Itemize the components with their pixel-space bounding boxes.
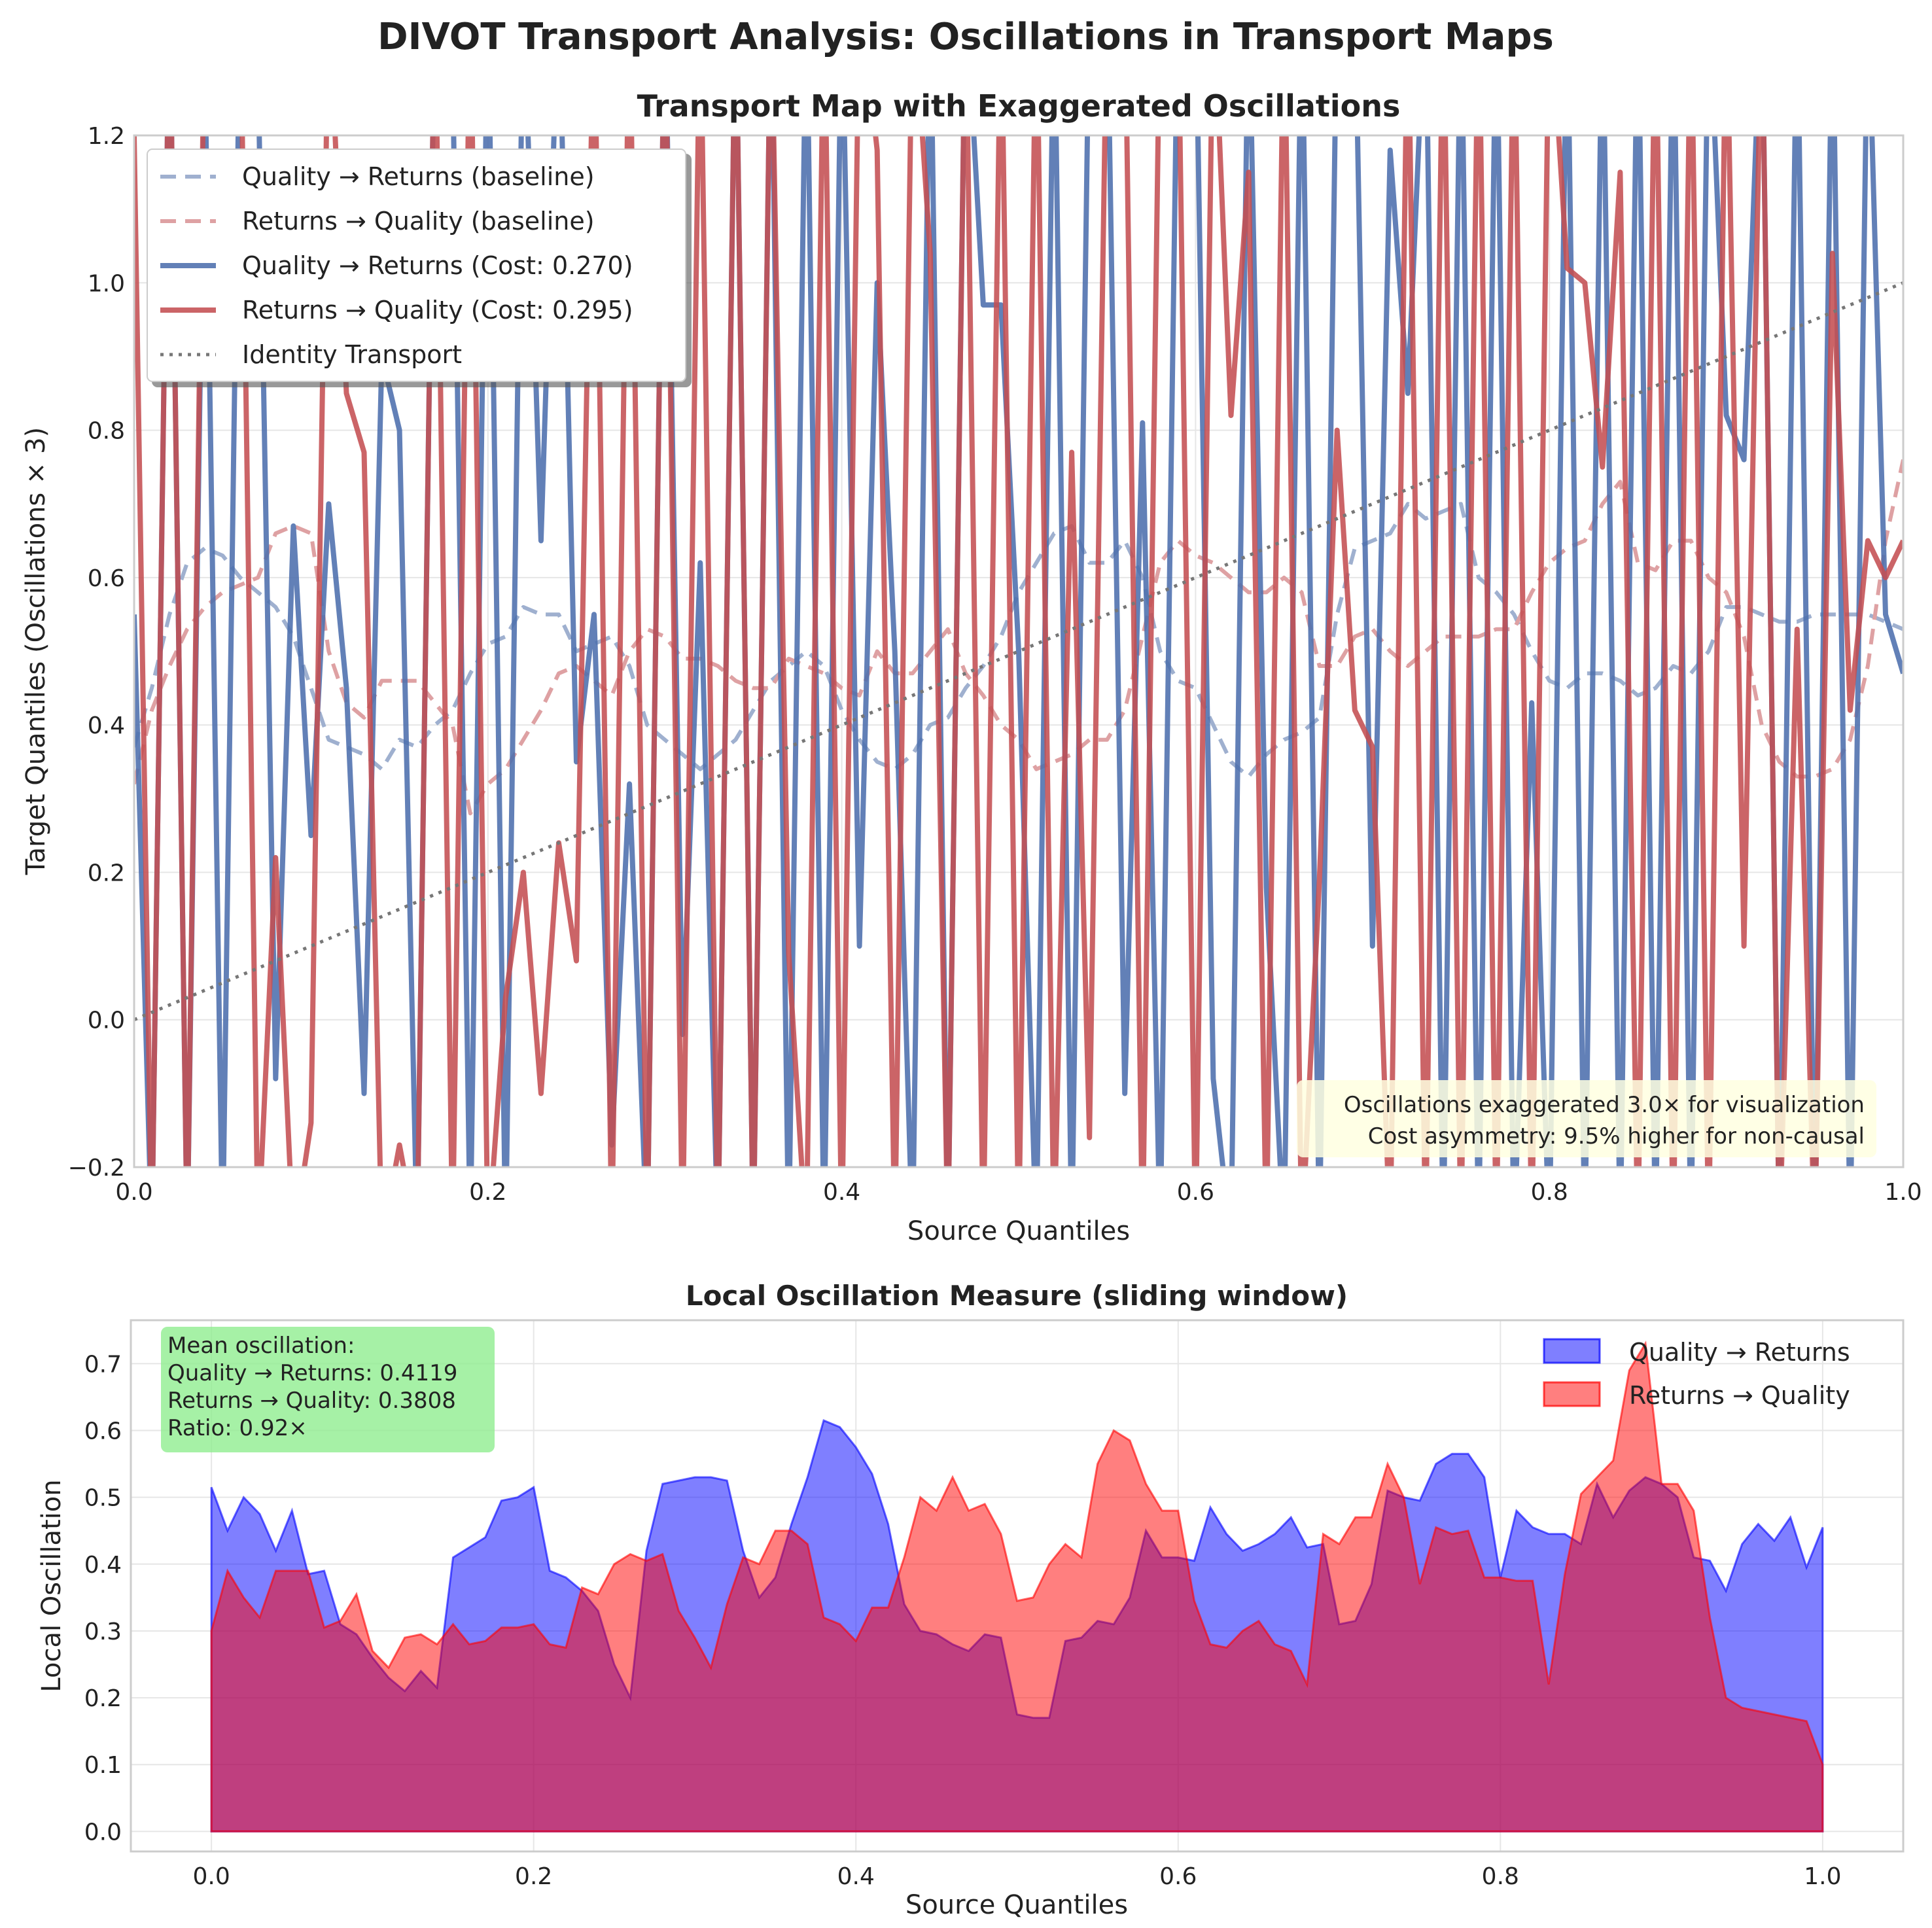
x-tick-label: 0.4 (823, 1179, 860, 1206)
local-oscillation-ticks: 0.0 0.2 0.4 0.6 0.8 1.0 0.0 0.1 0.2 0.3 0.4 0.5 0.6 0… (84, 1351, 1842, 1890)
oscillation-stats-box: Mean oscillation: Quality → Returns: 0.4… (161, 1327, 495, 1452)
legend-label: Returns → Quality (1629, 1381, 1850, 1410)
baseline-quality-returns-line (134, 502, 1903, 779)
legend-label: Returns → Quality (Cost: 0.295) (242, 296, 633, 324)
legend-label: Returns → Quality (baseline) (242, 207, 595, 236)
x-tick-label: 0.8 (1482, 1863, 1519, 1890)
local-oscillation-legend: Quality → Returns Returns → Quality (1543, 1338, 1850, 1410)
local-oscillation-frame (130, 1319, 1905, 1853)
x-tick-label: 0.2 (515, 1863, 552, 1890)
local-oscillation-y-axis-label: Local Oscillation (37, 1479, 67, 1692)
legend-item-qr-baseline: Quality → Returns (baseline) (160, 162, 595, 191)
legend-label: Quality → Returns (baseline) (242, 162, 595, 191)
y-tick-label: 1.0 (88, 270, 125, 297)
transport-map-frame (133, 134, 1905, 1168)
annotation-line-cost-asymmetry: Cost asymmetry: 9.5% higher for non-caus… (1368, 1123, 1865, 1149)
legend-label: Identity Transport (242, 340, 462, 369)
y-tick-label: 0.3 (84, 1619, 122, 1645)
local-oscillation-panel: 0.0 0.2 0.4 0.6 0.8 1.0 0.0 0.1 0.2 0.3 0.4 0.5 0.6 0… (37, 1280, 1905, 1920)
transport-map-title: Transport Map with Exaggerated Oscillati… (637, 88, 1401, 124)
y-tick-label: 0.0 (84, 1819, 122, 1846)
y-tick-label: 0.2 (84, 1685, 122, 1712)
annotation-box (1297, 1080, 1876, 1157)
returns-quality-area (210, 1341, 1824, 1832)
y-tick-label: 0.4 (84, 1552, 122, 1579)
legend-swatch (1543, 1381, 1601, 1407)
stats-box-background (161, 1327, 495, 1452)
x-tick-label: 0.6 (1177, 1179, 1214, 1206)
local-oscillation-x-axis-label: Source Quantiles (905, 1890, 1128, 1920)
legend-item-rq-cost: Returns → Quality (Cost: 0.295) (160, 296, 633, 324)
returns-quality-transport-line (134, 135, 1903, 1167)
local-oscillation-title: Local Oscillation Measure (sliding windo… (686, 1280, 1348, 1312)
transport-map-series-group (134, 135, 1903, 1167)
y-tick-label: 0.5 (84, 1485, 122, 1512)
legend-item-returns-quality: Returns → Quality (1543, 1381, 1850, 1410)
y-tick-label: −0.2 (68, 1155, 125, 1182)
x-tick-label: 0.8 (1531, 1179, 1568, 1206)
stats-ratio: Ratio: 0.92× (167, 1415, 307, 1441)
legend-swatch (1543, 1338, 1601, 1364)
annotation-line-oscillations: Oscillations exaggerated 3.0× for visual… (1344, 1092, 1865, 1118)
legend-item-qr-cost: Quality → Returns (Cost: 0.270) (160, 251, 633, 280)
x-tick-label: 1.0 (1884, 1179, 1922, 1206)
stats-mean-oscillation-heading: Mean oscillation: (167, 1333, 355, 1359)
x-tick-label: 0.2 (469, 1179, 506, 1206)
y-tick-label: 0.6 (84, 1418, 122, 1445)
y-tick-label: 0.6 (88, 565, 125, 592)
stats-quality-returns: Quality → Returns: 0.4119 (167, 1360, 457, 1386)
legend-label: Quality → Returns (Cost: 0.270) (242, 251, 633, 280)
transport-map-y-axis-label: Target Quantiles (Oscillations × 3) (21, 427, 51, 875)
x-tick-label: 1.0 (1804, 1863, 1841, 1890)
legend-box (147, 149, 686, 382)
y-tick-label: 1.2 (88, 123, 125, 150)
transport-map-panel: 0.0 0.2 0.4 0.6 0.8 1.0−0.20.00.20.40.60.81.0… (21, 88, 1922, 1246)
legend-item-rq-baseline: Returns → Quality (baseline) (160, 207, 595, 236)
x-tick-label: 0.4 (837, 1863, 875, 1890)
y-tick-label: 0.0 (88, 1008, 125, 1034)
y-tick-label: 0.1 (84, 1752, 122, 1779)
transport-map-x-axis-label: Source Quantiles (907, 1216, 1130, 1246)
x-tick-label: 0.6 (1159, 1863, 1197, 1890)
y-tick-label: 0.2 (88, 860, 125, 886)
transport-map-ticks: 0.0 0.2 0.4 0.6 0.8 1.0−0.20.00.20.40.60.81.0… (68, 123, 1922, 1206)
x-tick-label: 0.0 (193, 1863, 230, 1890)
legend-label: Quality → Returns (1629, 1338, 1850, 1367)
y-tick-label: 0.7 (84, 1351, 122, 1378)
figure-suptitle: DIVOT Transport Analysis: Oscillations i… (378, 16, 1554, 58)
local-oscillation-series-group (210, 1341, 1824, 1832)
x-tick-label: 0.0 (115, 1179, 152, 1206)
y-tick-label: 0.8 (88, 418, 125, 445)
stats-returns-quality: Returns → Quality: 0.3808 (167, 1388, 456, 1414)
transport-map-legend: Quality → Returns (baseline) Returns → Qu… (147, 149, 686, 382)
transport-map-annotation: Oscillations exaggerated 3.0× for visual… (1297, 1080, 1876, 1157)
legend-item-quality-returns: Quality → Returns (1543, 1338, 1850, 1367)
legend-item-identity: Identity Transport (160, 340, 462, 369)
y-tick-label: 0.4 (88, 712, 125, 739)
